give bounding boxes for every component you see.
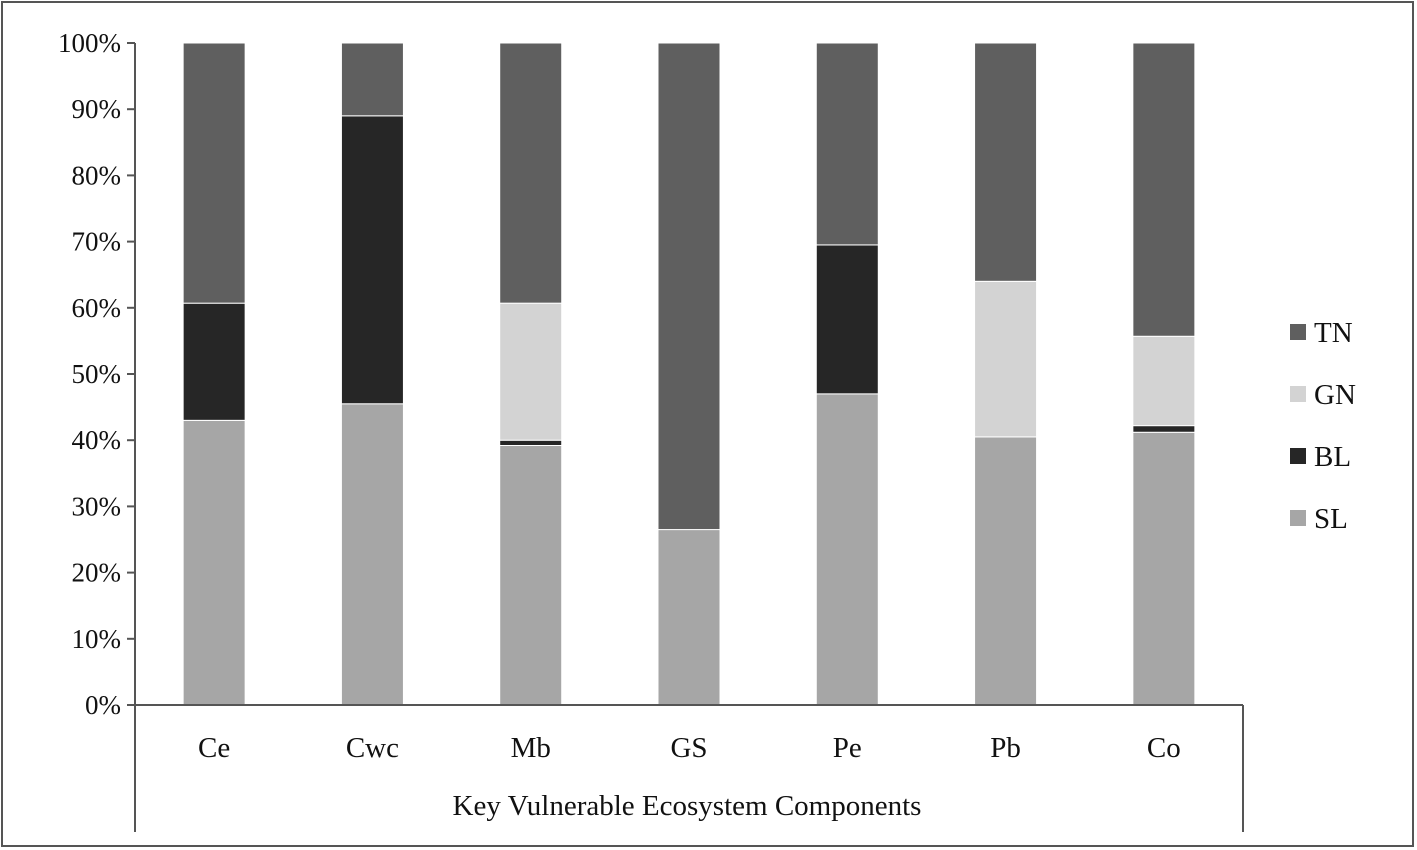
y-tick-label: 40% — [72, 425, 122, 455]
legend: TN GN BL SL — [1290, 317, 1356, 535]
x-tick-label: Mb — [511, 732, 551, 764]
y-tick-label: 30% — [72, 491, 122, 521]
y-axis: 0% 10% 20% 30% 40% 50% 60% 70% 80% 90% 100% — [58, 28, 136, 720]
y-tick-label: 100% — [58, 28, 121, 58]
bar-segment-tn-co — [1132, 42, 1196, 337]
legend-swatch-gn — [1290, 386, 1306, 402]
bar-segment-sl-gs — [657, 529, 721, 706]
bar-segment-sl-mb — [499, 444, 563, 706]
bar-segment-sl-pb — [974, 436, 1038, 706]
bar-segment-gn-co — [1132, 335, 1196, 427]
y-tick-label: 80% — [72, 160, 122, 190]
legend-label-bl: BL — [1314, 441, 1351, 473]
x-axis-title: Key Vulnerable Ecosystem Components — [453, 790, 922, 822]
bar-segment-bl-mb — [499, 439, 563, 446]
y-tick-label: 60% — [72, 293, 122, 323]
y-tick-label: 20% — [72, 558, 122, 588]
x-tick-label: Pe — [833, 732, 862, 764]
bar-segment-tn-pb — [974, 42, 1038, 282]
bar-segment-bl-cwc — [340, 115, 404, 405]
legend-label-tn: TN — [1314, 317, 1353, 349]
y-tick-label: 10% — [72, 624, 122, 654]
x-tick-label: Cwc — [346, 732, 399, 764]
bar-segment-sl-cwc — [340, 403, 404, 706]
bar-segment-tn-mb — [499, 42, 563, 304]
y-tick-label: 50% — [72, 359, 122, 389]
bar-segment-bl-ce — [182, 302, 246, 421]
x-tick-label: GS — [670, 732, 707, 764]
bar-segment-bl-pe — [815, 244, 879, 395]
y-tick-label: 90% — [72, 94, 122, 124]
legend-label-sl: SL — [1314, 503, 1348, 535]
bar-segment-tn-cwc — [340, 42, 404, 117]
y-tick-label: 70% — [72, 227, 122, 257]
legend-swatch-tn — [1290, 324, 1306, 340]
legend-swatch-sl — [1290, 510, 1306, 526]
x-tick-label: Pb — [990, 732, 1021, 764]
bar-segment-gn-pb — [974, 280, 1038, 438]
bars — [182, 42, 1196, 706]
bar-segment-bl-co — [1132, 425, 1196, 433]
y-tick-label: 0% — [85, 690, 121, 720]
legend-label-gn: GN — [1314, 379, 1356, 411]
bar-segment-gn-mb — [499, 302, 563, 441]
bar-segment-tn-pe — [815, 42, 879, 246]
bar-segment-sl-ce — [182, 419, 246, 706]
x-tick-label: Co — [1147, 732, 1181, 764]
x-tick-label: Ce — [198, 732, 230, 764]
bar-segment-tn-ce — [182, 42, 246, 304]
bar-segment-tn-gs — [657, 42, 721, 531]
bar-segment-sl-pe — [815, 393, 879, 706]
x-axis: Ce Cwc Mb GS Pe Pb Co — [134, 704, 1244, 832]
bar-segment-sl-co — [1132, 431, 1196, 706]
legend-swatch-bl — [1290, 448, 1306, 464]
